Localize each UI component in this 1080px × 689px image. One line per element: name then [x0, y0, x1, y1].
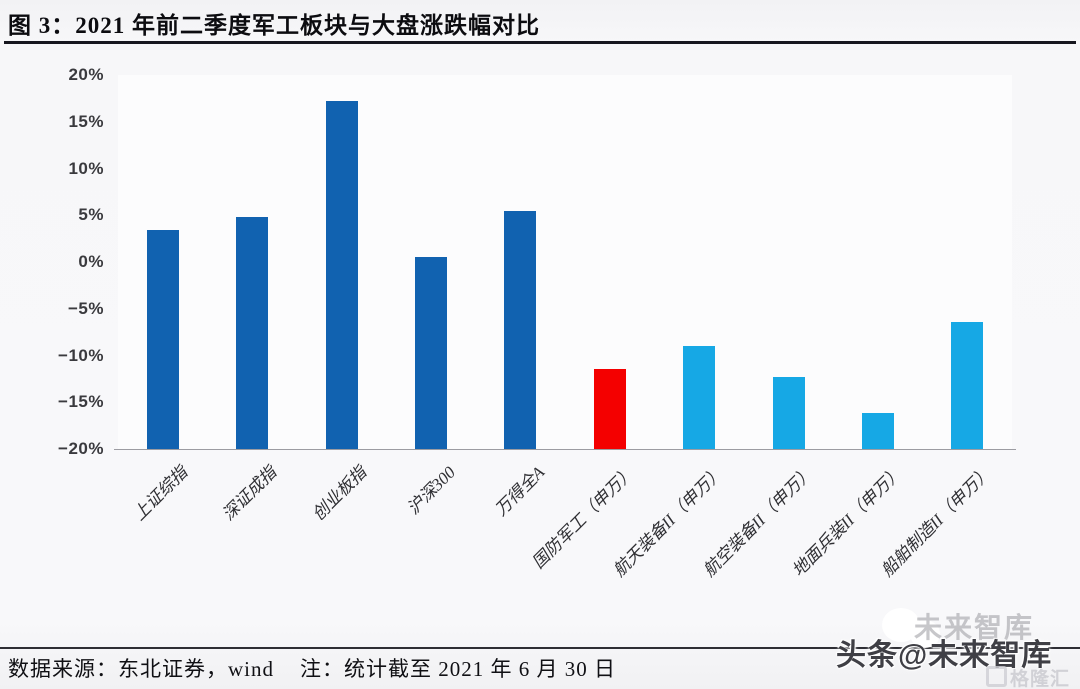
y-tick-label: 20%: [68, 65, 104, 84]
bar: [951, 321, 984, 449]
bar: [772, 377, 805, 449]
bar: [146, 230, 179, 449]
bar: [504, 210, 537, 449]
footer-note: 数据来源：东北证券，wind 注：统计截至 2021 年 6 月 30 日: [8, 653, 616, 683]
bar: [861, 412, 894, 449]
watermark-ghost-text: 未来智库: [914, 612, 1035, 643]
bar: [325, 101, 358, 449]
bar: [236, 217, 269, 449]
y-tick-label: −5%: [68, 298, 104, 318]
watermark: 未来智库 头条@未来智库 格隆汇: [836, 604, 1076, 689]
y-tick-label: −10%: [58, 345, 104, 365]
y-tick-label: 0%: [78, 252, 104, 271]
bar: [593, 368, 626, 449]
y-tick-label: 10%: [68, 158, 104, 178]
footer-divider-line: [0, 647, 1080, 649]
y-tick-label: −20%: [58, 439, 104, 458]
watermark-logo: 格隆汇: [986, 664, 1070, 689]
y-tick-label: 15%: [68, 111, 104, 131]
x-axis-line: [114, 449, 1016, 450]
y-tick-label: 5%: [78, 205, 104, 225]
y-tick-label: −15%: [58, 392, 104, 412]
watermark-bubble-icon: [910, 620, 940, 648]
watermark-text: 头条@未来智库: [836, 639, 1053, 672]
watermark-logo-icon: [986, 666, 1007, 687]
bar-chart: 20% 15% 10% 5% 0% −5% −10% −15% −20% 上证综指 深证成指 创业板…: [0, 46, 1080, 646]
stat-cutoff-note: 注：统计截至 2021 年 6 月 30 日: [300, 657, 616, 681]
figure-title: 图 3：2021 年前二季度军工板块与大盘涨跌幅对比: [8, 13, 540, 38]
title-divider-line: [4, 41, 1076, 44]
data-source-text: 数据来源：东北证券，wind: [8, 657, 274, 681]
bar: [414, 257, 447, 449]
bar: [683, 346, 716, 449]
watermark-logo-text: 格隆汇: [1010, 669, 1071, 689]
